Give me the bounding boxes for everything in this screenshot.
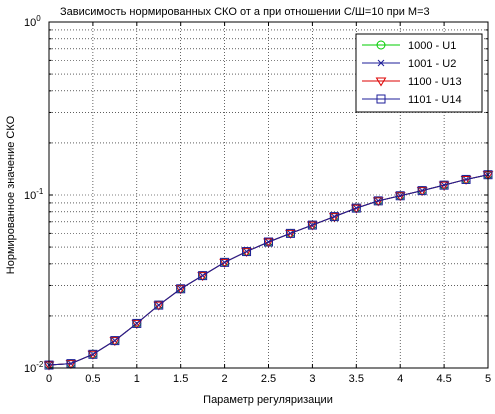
x-tick-label: 2	[222, 373, 228, 385]
series-4-point	[110, 336, 120, 346]
series-4-line	[48, 174, 489, 366]
x-tick-label: 3	[309, 373, 315, 385]
legend-label-1: 1000 - U1	[408, 40, 456, 52]
series-3-point	[197, 272, 209, 282]
legend-label-4: 1101 - U14	[408, 94, 462, 106]
tick-marks	[48, 22, 489, 369]
x-tick-label: 5	[485, 373, 491, 385]
x-tick-labels: 0 0.5 1 1.5 2 2.5 3 3.5 4 4.5 5	[46, 373, 491, 385]
series-3-point	[131, 319, 143, 329]
series-4-point	[461, 174, 471, 184]
series-4-point	[242, 247, 252, 257]
x-axis-label: Параметр регуляризации	[203, 394, 333, 406]
x-tick-label: 1.5	[173, 373, 188, 385]
legend-label-3: 1100 - U13	[408, 76, 462, 88]
x-tick-label: 1	[134, 373, 140, 385]
series-4-point	[373, 196, 383, 206]
chart-title: Зависимость нормированных СКО от a при о…	[60, 6, 430, 18]
x-tick-label: 2.5	[261, 373, 276, 385]
series-4-point	[329, 212, 339, 222]
series-3-point	[65, 360, 77, 370]
series-4-point	[132, 318, 142, 328]
series-3-point	[153, 301, 165, 311]
series-3-point	[219, 258, 230, 268]
series-4-point	[439, 180, 449, 190]
series-4	[44, 170, 493, 370]
legend-marker-4	[376, 94, 386, 104]
series-4-point	[285, 228, 295, 238]
series-4-point	[88, 349, 98, 359]
y-tick-labels: 100 10-1 10-2	[24, 14, 44, 375]
series-4-point	[395, 191, 405, 201]
series-4-point	[154, 300, 164, 310]
series-4-point	[307, 220, 317, 230]
y-tick-label: 10-2	[24, 360, 44, 375]
legend: 1000 - U1 1001 - U2 1100 - U13 1101 - U14	[355, 33, 483, 113]
x-tick-label: 0.5	[85, 373, 100, 385]
series-4-point	[176, 284, 186, 294]
x-tick-label: 0	[46, 373, 52, 385]
series-4-point	[264, 237, 273, 247]
series-4-point	[417, 186, 427, 196]
series-4-point	[198, 271, 208, 281]
y-tick-label: 10-1	[24, 187, 44, 202]
x-tick-label: 4.5	[436, 373, 451, 385]
y-tick-label: 100	[24, 14, 41, 29]
series-4-point	[220, 257, 230, 267]
series-3-point	[175, 285, 187, 295]
x-tick-label: 3.5	[349, 373, 364, 385]
x-tick-label: 4	[397, 373, 403, 385]
legend-label-2: 1001 - U2	[408, 58, 456, 70]
series-layer	[43, 170, 494, 371]
series-4-point	[351, 203, 361, 213]
series-3-point	[109, 337, 121, 347]
y-axis-label: Нормированное значение СКО	[5, 115, 17, 274]
legend-marker-2	[377, 59, 385, 67]
legend-marker-3	[375, 77, 387, 87]
legend-marker-1	[376, 40, 386, 50]
